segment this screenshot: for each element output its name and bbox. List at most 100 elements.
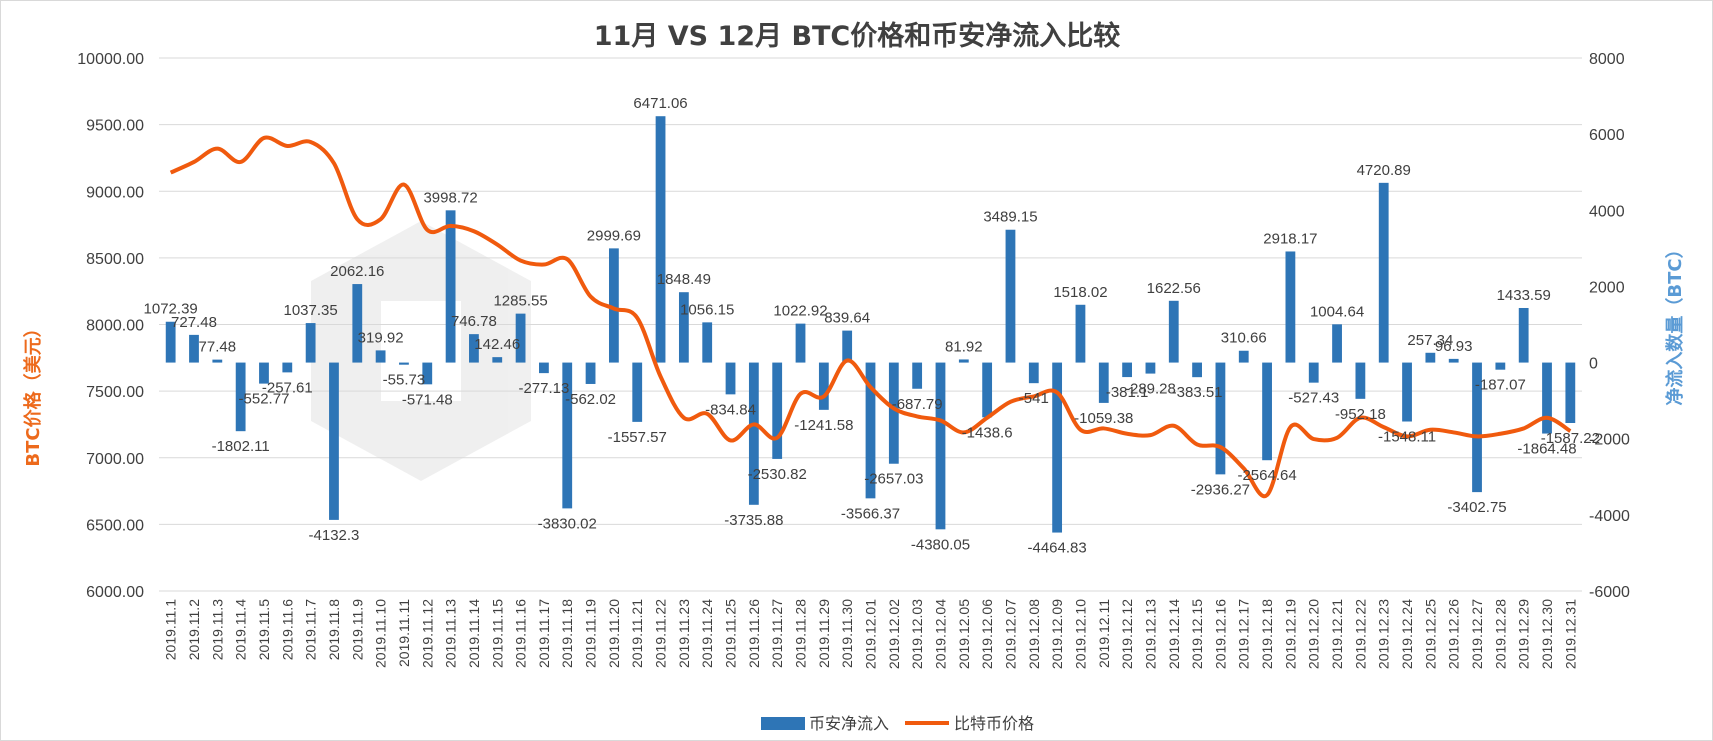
left-axis-title: BTC价格（美元） bbox=[22, 319, 44, 466]
bar bbox=[1238, 350, 1249, 363]
category-label: 2019.12.29 bbox=[1516, 599, 1532, 669]
bar bbox=[282, 362, 293, 373]
category-label: 2019.12.31 bbox=[1562, 599, 1578, 669]
bar-data-label: 727.48 bbox=[171, 314, 217, 331]
price-line bbox=[169, 135, 1572, 499]
legend: 币安净流入 比特币价格 bbox=[761, 714, 1034, 733]
bar-data-label: 1285.55 bbox=[493, 293, 547, 310]
category-label: 2019.11.4 bbox=[233, 599, 249, 660]
bar-data-label: -1802.11 bbox=[212, 438, 270, 455]
right-axis-ticks: 8000 6000 4000 2000 0 -2000 -4000 -6000 bbox=[1589, 51, 1630, 601]
bar bbox=[842, 330, 853, 363]
bar bbox=[748, 362, 759, 505]
bar bbox=[469, 334, 479, 363]
bar-data-label: -4464.83 bbox=[1028, 540, 1087, 557]
category-label: 2019.12.09 bbox=[1049, 599, 1065, 669]
left-tick-label: 9500.00 bbox=[86, 118, 144, 135]
bar bbox=[608, 248, 619, 363]
category-label: 2019.12.12 bbox=[1119, 599, 1135, 669]
bar-data-label: -527.43 bbox=[1288, 390, 1339, 407]
bar-data-label: -952.18 bbox=[1335, 406, 1386, 423]
bar-data-label: 839.64 bbox=[824, 310, 870, 327]
bar-data-label: 2999.69 bbox=[587, 227, 641, 244]
chart-title: 11月 VS 12月 BTC价格和币安净流入比较 bbox=[594, 20, 1121, 52]
bar-data-label: -834.84 bbox=[705, 401, 756, 418]
bar-data-label: -55.73 bbox=[383, 372, 426, 389]
category-label: 2019.12.15 bbox=[1189, 599, 1205, 669]
bar-data-label: -2530.82 bbox=[748, 466, 807, 483]
bar bbox=[1285, 251, 1296, 363]
bar bbox=[982, 362, 993, 418]
bar bbox=[1472, 362, 1482, 493]
category-label: 2019.11.18 bbox=[559, 599, 575, 668]
bar bbox=[1005, 229, 1016, 363]
bar bbox=[212, 359, 223, 363]
category-label: 2019.12.22 bbox=[1352, 599, 1368, 669]
left-tick-label: 10000.00 bbox=[77, 51, 144, 68]
bar-data-label: 2062.16 bbox=[330, 263, 384, 280]
bar bbox=[515, 313, 526, 363]
category-label: 2019.12.23 bbox=[1376, 599, 1392, 669]
bar bbox=[1402, 362, 1412, 422]
bar bbox=[1308, 362, 1319, 383]
bar-data-label: -3402.75 bbox=[1447, 499, 1506, 516]
bar bbox=[865, 362, 876, 499]
bar-data-label: -4132.3 bbox=[309, 527, 360, 544]
left-tick-label: 7000.00 bbox=[86, 451, 144, 468]
category-label: 2019.11.5 bbox=[256, 599, 272, 660]
bar-data-label: 1037.35 bbox=[284, 302, 338, 319]
bar bbox=[1518, 307, 1529, 363]
bar-data-label: -3830.02 bbox=[538, 515, 597, 532]
bar-data-label: -2657.03 bbox=[864, 471, 923, 488]
right-tick-label: -6000 bbox=[1589, 584, 1630, 601]
bar bbox=[1215, 362, 1226, 475]
bar-data-label: 142.46 bbox=[474, 336, 520, 353]
category-label: 2019.11.21 bbox=[629, 599, 645, 668]
bar-data-label: 1072.39 bbox=[144, 301, 198, 318]
category-label: 2019.11.30 bbox=[839, 599, 855, 668]
bar-data-label: -1548.11 bbox=[1378, 429, 1436, 446]
bar bbox=[422, 362, 433, 385]
bar-data-label: -1864.48 bbox=[1517, 441, 1576, 458]
bar bbox=[912, 362, 923, 389]
bar bbox=[165, 321, 176, 363]
category-label: 2019.11.9 bbox=[349, 599, 365, 660]
bar-data-label: -289.28 bbox=[1125, 381, 1176, 398]
bar-data-label: -2936.27 bbox=[1191, 481, 1250, 498]
category-label: 2019.12.27 bbox=[1469, 599, 1485, 669]
watermark-logo bbox=[311, 221, 531, 481]
legend-swatch-bar bbox=[761, 717, 805, 730]
left-axis-ticks: 10000.00 9500.00 9000.00 8500.00 8000.00 7500… bbox=[77, 51, 144, 601]
category-label: 2019.11.26 bbox=[746, 599, 762, 668]
category-label: 2019.12.13 bbox=[1142, 599, 1158, 669]
category-label: 2019.12.20 bbox=[1306, 599, 1322, 669]
bar-data-label: -3735.88 bbox=[724, 512, 783, 529]
category-label: 2019.11.24 bbox=[699, 599, 715, 668]
bar bbox=[1145, 362, 1156, 374]
legend-label-line: 比特币价格 bbox=[954, 714, 1034, 733]
bar bbox=[1192, 362, 1202, 378]
category-label: 2019.12.01 bbox=[863, 599, 879, 669]
bar-data-label: -1557.57 bbox=[608, 429, 667, 446]
right-tick-label: 4000 bbox=[1589, 203, 1625, 220]
category-label: 2019.12.02 bbox=[886, 599, 902, 669]
bar bbox=[1355, 362, 1366, 399]
left-tick-label: 7500.00 bbox=[86, 384, 144, 401]
bar bbox=[562, 362, 573, 509]
bar-data-label: 1518.02 bbox=[1053, 284, 1107, 301]
category-label: 2019.11.28 bbox=[793, 599, 809, 668]
category-label: 2019.12.10 bbox=[1072, 599, 1088, 669]
right-tick-label: 6000 bbox=[1589, 127, 1625, 144]
category-label: 2019.11.19 bbox=[583, 599, 599, 668]
bar bbox=[772, 362, 783, 459]
bar-data-label: -1241.58 bbox=[794, 417, 853, 434]
category-label: 2019.11.22 bbox=[653, 599, 669, 668]
category-label: 2019.11.6 bbox=[279, 599, 295, 660]
bar bbox=[795, 323, 806, 363]
right-tick-label: -2000 bbox=[1589, 432, 1630, 449]
bar bbox=[1542, 362, 1552, 434]
bar-data-label: 81.92 bbox=[945, 338, 983, 355]
category-label: 2019.12.21 bbox=[1329, 599, 1345, 669]
